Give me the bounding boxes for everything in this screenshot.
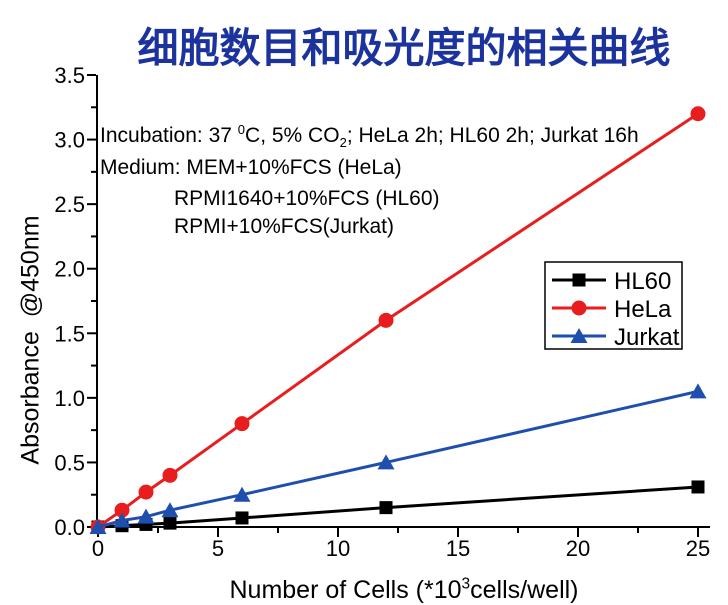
y-axis-label: Absorbance @450nm (16, 215, 45, 465)
y-tick-label: 0.0 (54, 515, 85, 540)
legend-item-jurkat: Jurkat (552, 324, 680, 351)
legend-label-hl60: HL60 (614, 268, 671, 295)
data-point-hl60 (163, 516, 177, 530)
x-axis-label-sup: 3 (461, 575, 471, 593)
annotation-incubation-suffix: ; HeLa 2h; HL60 2h; Jurkat 16h (346, 124, 639, 147)
x-tick-label: 20 (566, 536, 590, 561)
x-tick-label: 5 (212, 536, 224, 561)
data-point-hela (162, 467, 178, 483)
data-point-hela (114, 502, 130, 518)
annotation-degree-sup: 0 (237, 122, 246, 137)
annotation-co2-sub: 2 (339, 135, 347, 151)
annotation-incubation: Incubation: 37 0C, 5% CO2; HeLa 2h; HL60… (100, 122, 639, 151)
y-tick-label: 1.5 (54, 321, 85, 346)
legend-marker-jurkat (570, 328, 588, 343)
legend-marker-hl60 (572, 273, 586, 287)
data-point-jurkat (689, 383, 707, 399)
chart-title: 细胞数目和吸光度的相关曲线 (137, 25, 671, 71)
series-hela (90, 106, 706, 535)
x-tick-label: 25 (686, 536, 710, 561)
data-point-hela (234, 416, 250, 432)
y-tick-label: 3.0 (54, 128, 85, 153)
legend-item-hela: HeLa (552, 296, 672, 323)
x-axis-label-suffix: cells/well) (470, 576, 579, 604)
data-point-jurkat (89, 519, 107, 534)
data-point-hela (690, 106, 706, 122)
legend-label-hela: HeLa (614, 296, 672, 323)
legend-item-hl60: HL60 (552, 268, 671, 295)
annotation-medium-hl60: RPMI1640+10%FCS (HL60) (174, 187, 440, 210)
data-point-hela (378, 312, 394, 328)
data-point-hl60 (379, 501, 393, 515)
x-tick-label: 10 (326, 536, 350, 561)
data-point-jurkat (233, 486, 251, 502)
y-tick-label: 3.5 (54, 63, 85, 88)
y-tick-label: 2.0 (54, 257, 85, 282)
data-point-jurkat (113, 512, 131, 528)
data-point-jurkat (137, 508, 155, 524)
x-axis-label: Number of Cells (*103cells/well) (229, 576, 578, 605)
x-tick-label: 0 (92, 536, 104, 561)
legend-marker-hela (571, 300, 587, 316)
data-point-jurkat (377, 454, 395, 470)
legend-label-jurkat: Jurkat (614, 324, 680, 351)
y-tick-label: 2.5 (54, 192, 85, 217)
data-point-hl60 (235, 511, 249, 525)
annotation-incubation-prefix: Incubation: 37 (100, 124, 238, 147)
data-point-hela (138, 484, 154, 500)
series-jurkat (89, 383, 707, 534)
y-tick-label: 0.5 (54, 450, 85, 475)
annotation-medium-hela: Medium: MEM+10%FCS (HeLa) (100, 156, 402, 179)
data-point-jurkat (161, 502, 179, 518)
x-axis-label-prefix: Number of Cells (*10 (229, 576, 462, 604)
data-point-hl60 (691, 480, 705, 494)
annotation-medium-jurkat: RPMI+10%FCS(Jurkat) (174, 215, 394, 238)
x-tick-label: 15 (446, 536, 470, 561)
y-tick-label: 1.0 (54, 386, 85, 411)
annotation-incubation-mid: C, 5% CO (245, 124, 340, 147)
